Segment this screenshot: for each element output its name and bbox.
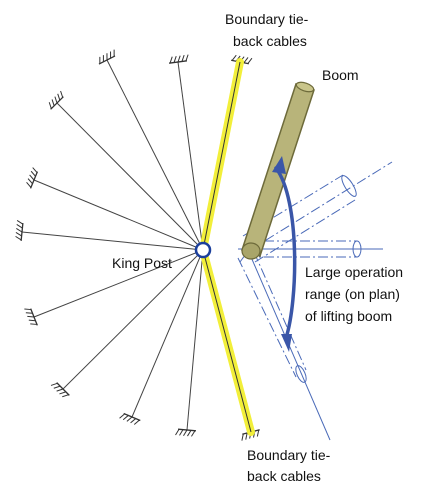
tie-back-cable: [34, 180, 203, 250]
boom-label: Boom: [322, 67, 359, 83]
cable-anchors: [16, 50, 260, 441]
tie-back-cable: [107, 60, 203, 250]
boundary-bottom-line2: back cables: [247, 468, 321, 484]
hatched-anchor-icon: [169, 55, 188, 64]
boundary-bottom-line1: Boundary tie-: [247, 447, 331, 463]
tie-back-cable: [132, 250, 203, 417]
boundary-top-line2: back cables: [233, 33, 307, 49]
tie-back-cable: [187, 250, 203, 430]
tie-back-cable: [178, 62, 203, 250]
operation-range-line1: Large operation: [305, 264, 403, 280]
label-boundary-bottom: Boundary tie- back cables: [247, 447, 331, 484]
boundary-top-line1: Boundary tie-: [225, 11, 309, 27]
king-post-label: King Post: [112, 255, 172, 271]
king-post: [196, 243, 210, 257]
hatched-anchor-icon: [16, 220, 23, 240]
tie-back-cables: [22, 60, 203, 430]
hatched-anchor-icon: [99, 50, 115, 64]
boundary-cable-bottom: [203, 250, 251, 432]
operation-range-line3: of lifting boom: [305, 308, 392, 324]
tie-back-cable: [57, 103, 203, 250]
operation-range-line2: range (on plan): [305, 286, 400, 302]
tie-back-cable: [22, 232, 203, 250]
hatched-anchor-icon: [24, 309, 37, 326]
hatched-anchor-icon: [176, 429, 196, 436]
label-operation-range: Large operation range (on plan) of lifti…: [305, 264, 403, 324]
hatched-anchor-icon: [120, 413, 141, 424]
hatched-anchor-icon: [27, 168, 38, 189]
boundary-cable-top: [203, 62, 240, 250]
label-boundary-top: Boundary tie- back cables: [225, 11, 309, 49]
